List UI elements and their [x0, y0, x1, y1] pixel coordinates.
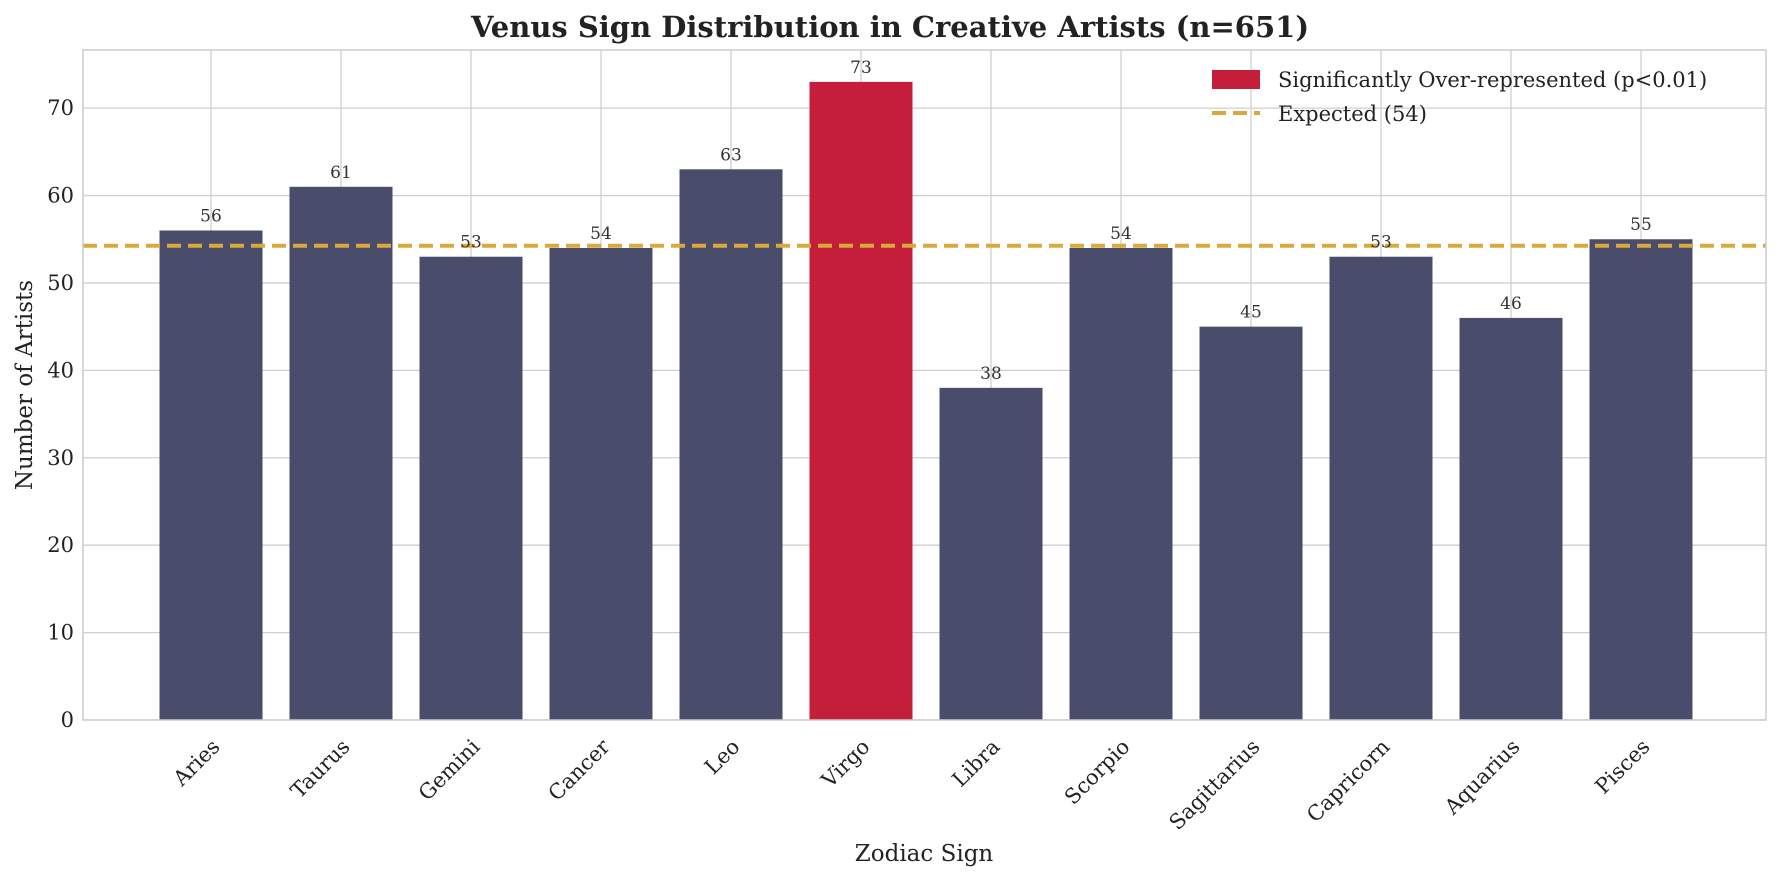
value-label-pisces: 55	[1630, 215, 1652, 235]
bar-leo	[679, 169, 783, 720]
plot-frame	[82, 49, 1767, 721]
x-tick-label-aquarius: Aquarius	[1439, 735, 1524, 820]
y-axis-label: Number of Artists	[12, 280, 38, 490]
y-tick-label: 70	[47, 96, 74, 120]
value-label-aries: 56	[200, 207, 222, 227]
y-tick-label: 20	[47, 533, 74, 557]
x-tick-label-pisces: Pisces	[1590, 735, 1654, 799]
bar-aries	[159, 230, 263, 720]
value-label-leo: 63	[720, 145, 742, 165]
legend-expected-label: Expected (54)	[1278, 102, 1427, 126]
value-label-scorpio: 54	[1110, 224, 1132, 244]
bar-capricorn	[1329, 256, 1433, 720]
bar-virgo	[809, 81, 913, 720]
bars	[159, 81, 1693, 721]
value-label-taurus: 61	[330, 163, 352, 183]
y-tick-label: 60	[47, 184, 74, 208]
x-axis-label: Zodiac Sign	[855, 841, 994, 867]
value-label-virgo: 73	[850, 58, 872, 78]
legend-highlight-label: Significantly Over-represented (p<0.01)	[1278, 68, 1707, 92]
bar-cancer	[549, 247, 653, 720]
value-label-libra: 38	[980, 364, 1002, 384]
data-labels: 56 61 53 54 63 73 38 54 45 53 46 55	[200, 58, 1652, 384]
y-tick-label: 30	[47, 446, 74, 470]
bar-scorpio	[1069, 247, 1173, 720]
x-tick-label-capricorn: Capricorn	[1302, 735, 1394, 827]
legend-highlight-swatch	[1212, 70, 1260, 89]
bar-gemini	[419, 256, 523, 720]
value-label-capricorn: 53	[1370, 233, 1392, 253]
y-tick-label: 10	[47, 621, 74, 645]
value-label-sagittarius: 45	[1240, 303, 1262, 323]
x-tick-label-aries: Aries	[168, 735, 225, 792]
value-label-aquarius: 46	[1500, 294, 1522, 314]
value-label-cancer: 54	[590, 224, 612, 244]
x-tick-label-sagittarius: Sagittarius	[1164, 735, 1264, 835]
x-tick-label-scorpio: Scorpio	[1060, 735, 1135, 810]
value-label-gemini: 53	[460, 233, 482, 253]
legend: Significantly Over-represented (p<0.01) …	[1212, 68, 1707, 126]
y-tick-label: 0	[61, 708, 74, 732]
x-tick-label-virgo: Virgo	[816, 735, 874, 793]
x-tick-label-leo: Leo	[700, 735, 745, 780]
y-tick-label: 50	[47, 271, 74, 295]
bar-sagittarius	[1199, 326, 1303, 720]
bar-libra	[939, 387, 1043, 720]
x-tick-label-gemini: Gemini	[414, 734, 485, 805]
x-tick-label-taurus: Taurus	[286, 735, 354, 803]
x-tick-label-cancer: Cancer	[544, 734, 616, 806]
bar-taurus	[289, 186, 393, 721]
bar-aquarius	[1459, 317, 1563, 720]
x-tick-label-libra: Libra	[947, 735, 1004, 792]
bar-pisces	[1589, 239, 1693, 720]
chart-title: Venus Sign Distribution in Creative Arti…	[470, 10, 1309, 44]
y-tick-label: 40	[47, 358, 74, 382]
